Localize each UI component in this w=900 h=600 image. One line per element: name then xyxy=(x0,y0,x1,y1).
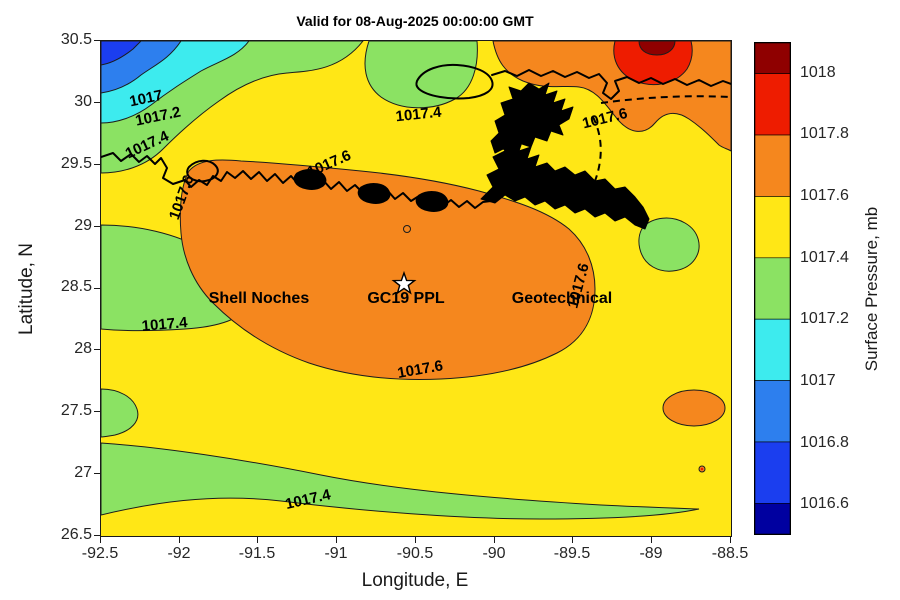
y-tick-label: 29.5 xyxy=(60,155,92,172)
y-tick-mark xyxy=(94,226,100,227)
x-tick-label: -92.5 xyxy=(81,545,119,562)
x-tick-label: -88.5 xyxy=(711,545,749,562)
colorbar-band xyxy=(755,73,790,136)
x-tick-mark xyxy=(100,537,101,543)
y-tick-label: 28 xyxy=(74,340,92,357)
y-tick-label: 26.5 xyxy=(60,526,92,543)
x-tick-mark xyxy=(572,537,573,543)
y-tick-label: 27.5 xyxy=(60,402,92,419)
colorbar-tick-label: 1016.8 xyxy=(800,434,849,451)
colorbar-tick-label: 1017.2 xyxy=(800,310,849,327)
colorbar-label-wrap: Surface Pressure, mb xyxy=(852,42,892,535)
x-tick-mark xyxy=(179,537,180,543)
coast-marsh-blob-3 xyxy=(415,191,449,212)
region-orange-dot-coast xyxy=(403,225,411,233)
coast-chandeleur-islands xyxy=(592,116,602,182)
region-orange-central xyxy=(179,159,596,380)
colorbar-band xyxy=(755,257,790,320)
x-tick-label: -90.5 xyxy=(396,545,434,562)
x-tick-label: -91 xyxy=(324,545,348,562)
region-red-speck xyxy=(700,467,704,471)
colorbar-svg xyxy=(755,43,790,534)
colorbar-tick-label: 1016.6 xyxy=(800,495,849,512)
annotation-shell-noches: Shell Noches xyxy=(209,290,310,307)
x-tick-label: -90 xyxy=(482,545,506,562)
colorbar-tick-label: 1018 xyxy=(800,64,836,81)
x-tick-mark xyxy=(336,537,337,543)
colorbar xyxy=(754,42,791,535)
colorbar-band xyxy=(755,134,790,197)
x-tick-mark xyxy=(651,537,652,543)
colorbar-band xyxy=(755,196,790,259)
y-tick-label: 30 xyxy=(74,93,92,110)
y-tick-mark xyxy=(94,473,100,474)
contour-label: 1017 xyxy=(128,87,164,111)
chart-title: Valid for 08-Aug-2025 00:00:00 GMT xyxy=(296,13,534,29)
colorbar-tick-label: 1017.8 xyxy=(800,125,849,142)
x-tick-label: -89 xyxy=(639,545,663,562)
coastline-marsh-island xyxy=(186,159,219,183)
colorbar-tick-label: 1017.4 xyxy=(800,249,849,266)
coast-barrier-islands xyxy=(600,95,731,104)
x-tick-label: -91.5 xyxy=(238,545,276,562)
y-tick-label: 27 xyxy=(74,464,92,481)
region-green-west-small xyxy=(101,388,139,438)
x-tick-mark xyxy=(730,537,731,543)
colorbar-label: Surface Pressure, mb xyxy=(862,206,881,371)
y-tick-mark xyxy=(94,102,100,103)
x-tick-label: -89.5 xyxy=(553,545,591,562)
annotation-gc19-ppl: GC19 PPL xyxy=(367,290,445,307)
x-tick-mark xyxy=(415,537,416,543)
coast-lake-pontchartrain xyxy=(415,63,494,100)
colorbar-band xyxy=(755,43,790,74)
y-tick-mark xyxy=(94,40,100,41)
coast-marsh-blob-2 xyxy=(357,183,391,204)
annotation-geotechnical: Geotechnical xyxy=(512,290,612,307)
region-orange-oval-se xyxy=(662,389,726,427)
coast-biloxi-marsh xyxy=(490,82,574,154)
gc19-star-marker xyxy=(391,270,417,295)
plot-area: 1017 1017.2 1017.4 1017.6 1017.4 1017.6 … xyxy=(100,40,732,537)
y-tick-mark xyxy=(94,411,100,412)
coastline-north-shore xyxy=(491,69,731,100)
region-darkred-top xyxy=(638,41,676,56)
coast-marsh-blob-1 xyxy=(293,169,327,190)
region-green-south-band xyxy=(101,442,700,520)
x-tick-mark xyxy=(257,537,258,543)
region-darkblue-nw xyxy=(101,41,142,66)
colorbar-tick-label: 1017.6 xyxy=(800,187,849,204)
y-tick-mark xyxy=(94,164,100,165)
colorbar-band xyxy=(755,503,790,534)
contour-map-svg: 1017 1017.2 1017.4 1017.6 1017.4 1017.6 … xyxy=(101,41,731,536)
y-tick-mark xyxy=(94,349,100,350)
y-tick-label: 28.5 xyxy=(60,278,92,295)
y-tick-label: 30.5 xyxy=(60,31,92,48)
colorbar-tick-label: 1017 xyxy=(800,372,836,389)
y-tick-mark xyxy=(94,535,100,536)
y-tick-label: 29 xyxy=(74,217,92,234)
x-tick-label: -92 xyxy=(167,545,191,562)
colorbar-band xyxy=(755,441,790,504)
colorbar-band xyxy=(755,380,790,443)
x-tick-mark xyxy=(494,537,495,543)
y-tick-mark xyxy=(94,288,100,289)
contour-label: 1017.4 xyxy=(141,314,189,335)
x-axis-label: Longitude, E xyxy=(361,570,469,591)
region-green-east xyxy=(638,217,700,272)
contour-label: 1017.4 xyxy=(395,104,443,126)
colorbar-band xyxy=(755,318,790,381)
